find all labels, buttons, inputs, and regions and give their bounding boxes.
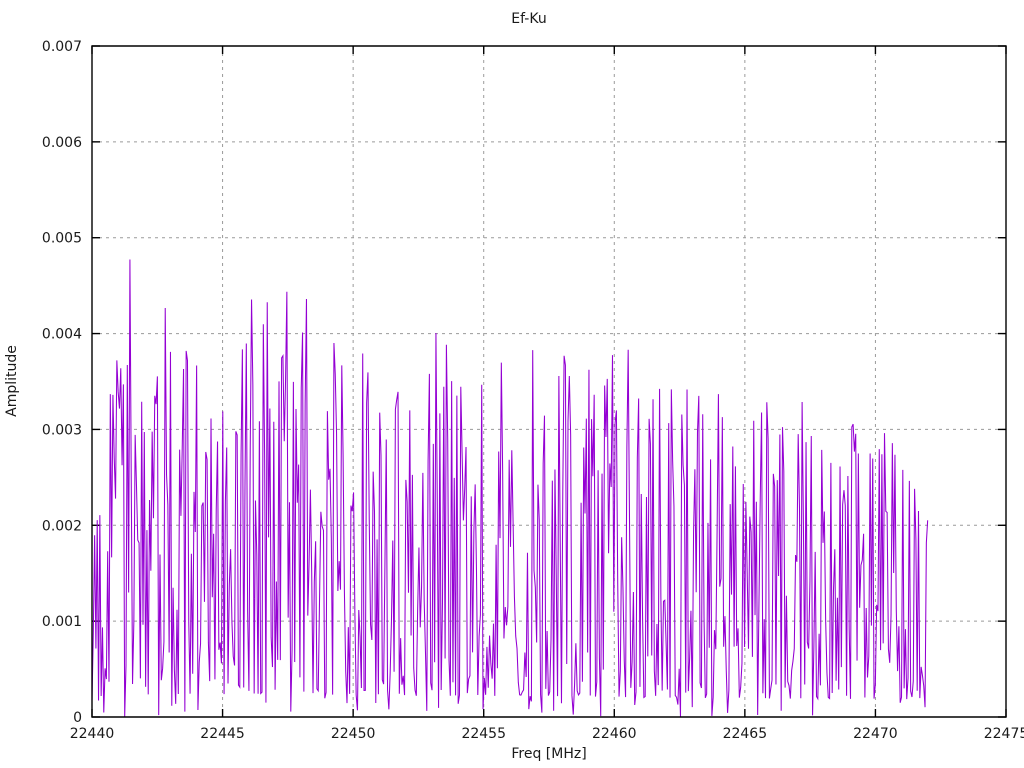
y-tick-label: 0.005 [42,231,82,247]
y-tick-label: 0 [73,710,82,726]
y-tick-label: 0.002 [42,518,82,534]
x-tick-label: 22440 [70,726,115,742]
y-tick-label: 0.006 [42,135,82,151]
y-tick-label: 0.007 [42,39,82,55]
y-axis-title: Amplitude [4,345,20,417]
grid-lines [92,46,1006,717]
x-tick-label: 22465 [723,726,768,742]
x-tick-label: 22455 [461,726,506,742]
chart-title: Ef-Ku [511,11,546,27]
x-tick-label: 22475 [984,726,1024,742]
plot-border [91,45,1007,718]
y-axis-tick-labels: 0 0.001 0.002 0.003 0.004 0.005 0.006 0.007 [42,39,82,726]
x-tick-label: 22450 [331,726,376,742]
data-series-group [91,259,929,717]
data-series-line-0 [91,259,929,717]
y-tick-label: 0.003 [42,422,82,438]
x-tick-label: 22460 [592,726,637,742]
x-axis-title: Freq [MHz] [511,746,586,762]
x-axis-tick-labels: 22440 22445 22450 22455 22460 22465 22470 22475 [70,726,1024,742]
y-tick-label: 0.001 [42,614,82,630]
y-tick-label: 0.004 [42,327,82,343]
x-tick-label: 22470 [853,726,898,742]
x-tick-label: 22445 [200,726,245,742]
